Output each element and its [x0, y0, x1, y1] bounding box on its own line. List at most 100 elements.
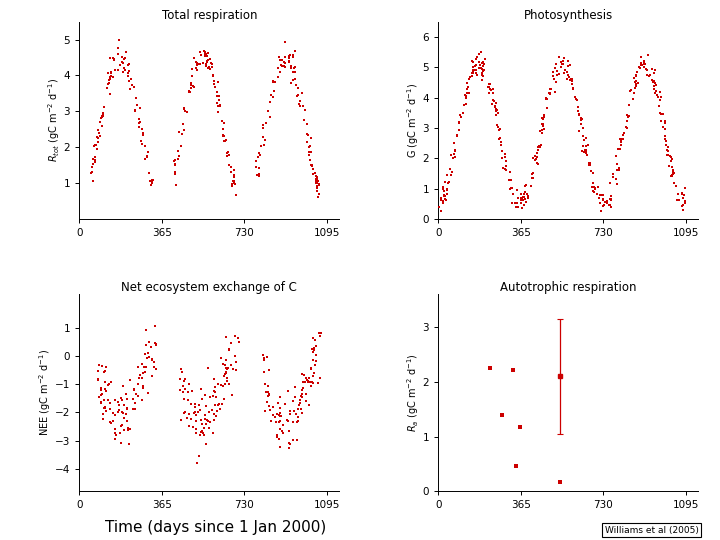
Point [130, 93, 141, 102]
Point [283, 427, 294, 435]
Point [607, 170, 618, 178]
Point [251, 171, 263, 179]
Point [230, 352, 241, 360]
Point [677, 190, 688, 198]
Point [519, 181, 531, 190]
Point [124, 376, 135, 384]
Point [436, 195, 447, 204]
Point [302, 376, 313, 385]
Point [654, 96, 665, 104]
Point [190, 417, 202, 426]
Point [635, 53, 647, 62]
Point [459, 91, 470, 99]
Point [577, 114, 588, 123]
Point [273, 435, 284, 443]
Point [666, 154, 678, 163]
Point [462, 83, 474, 92]
Point [660, 140, 672, 149]
Point [217, 132, 229, 141]
Point [598, 190, 609, 199]
Point [297, 390, 308, 399]
Point [264, 391, 275, 400]
Point [310, 351, 321, 360]
Point [616, 138, 627, 147]
Point [230, 357, 242, 366]
Point [143, 168, 155, 177]
Point [207, 392, 219, 401]
Point [467, 63, 479, 72]
Point [114, 428, 125, 437]
Point [212, 77, 223, 86]
Point [127, 395, 139, 403]
Point [638, 63, 649, 71]
Point [587, 187, 598, 195]
Point [96, 122, 108, 130]
Point [611, 159, 622, 168]
Point [676, 188, 688, 197]
Point [274, 412, 286, 421]
Point [476, 71, 487, 79]
Point [170, 167, 181, 176]
Point [500, 162, 512, 171]
Point [220, 363, 232, 372]
Point [611, 180, 623, 188]
Point [300, 389, 312, 398]
Point [230, 191, 242, 200]
Point [191, 429, 202, 438]
Point [662, 151, 674, 159]
Point [178, 104, 189, 113]
Point [212, 102, 223, 111]
Point [274, 416, 286, 425]
Point [677, 205, 688, 214]
Point [138, 363, 150, 372]
Point [667, 170, 679, 178]
Point [646, 65, 657, 73]
Point [104, 75, 116, 83]
Point [222, 147, 234, 156]
Point [215, 102, 226, 110]
Point [608, 172, 619, 181]
Point [228, 179, 240, 188]
Point [495, 125, 506, 134]
Point [123, 77, 135, 86]
Point [174, 128, 185, 137]
Point [490, 103, 501, 112]
Point [556, 60, 567, 69]
Point [93, 393, 104, 402]
Point [199, 50, 211, 58]
Point [300, 377, 311, 386]
Point [202, 58, 213, 66]
Point [189, 408, 201, 417]
Point [207, 406, 218, 414]
Point [122, 426, 134, 435]
Point [308, 344, 320, 353]
Point [146, 177, 158, 185]
Point [284, 406, 296, 415]
Point [89, 142, 100, 151]
Point [177, 387, 189, 396]
Point [467, 66, 479, 75]
Point [549, 64, 561, 72]
Point [276, 61, 287, 70]
Point [220, 368, 232, 376]
Point [189, 408, 200, 417]
Point [437, 183, 449, 192]
Point [225, 361, 237, 369]
Point [279, 53, 291, 62]
Point [467, 72, 478, 80]
Point [92, 125, 104, 134]
Point [271, 432, 282, 441]
Point [302, 138, 313, 147]
Point [117, 409, 128, 417]
Point [202, 64, 214, 72]
Point [518, 193, 530, 201]
Point [109, 66, 121, 75]
Point [555, 58, 567, 66]
Point [644, 71, 656, 80]
Point [497, 146, 508, 155]
Point [504, 185, 516, 194]
Point [273, 64, 284, 72]
Point [97, 109, 109, 117]
Point [679, 198, 690, 207]
Point [295, 392, 307, 400]
